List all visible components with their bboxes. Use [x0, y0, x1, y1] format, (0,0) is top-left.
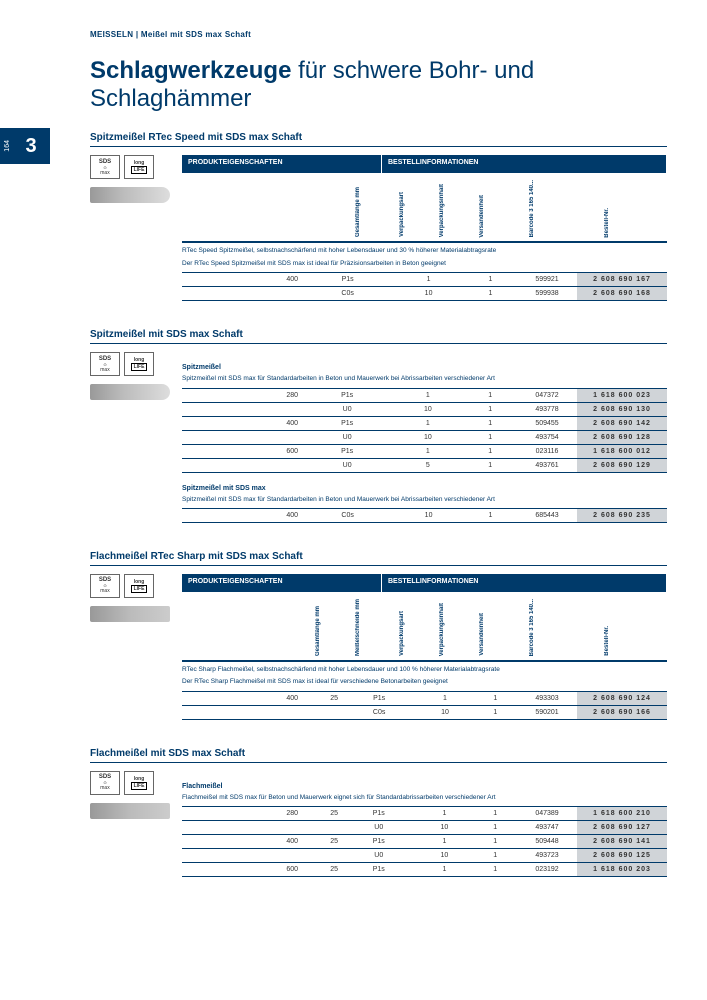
table-header: PRODUKTEIGENSCHAFTENBESTELLINFORMATIONEN — [182, 155, 667, 173]
badges: SDS⊙max longLIFE — [90, 574, 170, 598]
table-header: PRODUKTEIGENSCHAFTENBESTELLINFORMATIONEN — [182, 574, 667, 592]
order-table: 40025 P1s11493303 2 608 690 124 C0s10159… — [182, 691, 667, 720]
sds-badge: SDS⊙max — [90, 771, 120, 795]
product-description: Flachmeißel mit SDS max für Beton und Ma… — [182, 794, 667, 802]
table-row: U051493761 2 608 690 129 — [182, 458, 667, 472]
table-row: 400 C0s101685443 2 608 690 235 — [182, 508, 667, 522]
sds-badge: SDS⊙max — [90, 155, 120, 179]
badges: SDS⊙max longLIFE — [90, 771, 170, 795]
badges: SDS⊙max longLIFE — [90, 352, 170, 376]
order-table: 280 P1s11047372 1 618 600 023 U010149377… — [182, 388, 667, 473]
table-row: C0s101599938 2 608 690 168 — [182, 287, 667, 301]
section-title: Flachmeißel RTec Sharp mit SDS max Schaf… — [90, 551, 667, 566]
product-section: Spitzmeißel RTec Speed mit SDS max Schaf… — [90, 132, 667, 301]
tool-image — [90, 384, 170, 400]
table-row: 40025 P1s11493303 2 608 690 124 — [182, 691, 667, 705]
order-table: 400 P1s11599921 2 608 690 167 C0s1015999… — [182, 272, 667, 301]
product-description: RTec Speed Spitzmeißel, selbstnachschärf… — [182, 247, 667, 255]
table-row: 40025 P1s11509448 2 608 690 141 — [182, 835, 667, 849]
tool-image — [90, 606, 170, 622]
product-description: Der RTec Speed Spitzmeißel mit SDS max i… — [182, 260, 667, 268]
product-description: Spitzmeißel mit SDS max für Standardarbe… — [182, 375, 667, 383]
product-description: Der RTec Sharp Flachmeißel mit SDS max i… — [182, 678, 667, 686]
table-row: 28025 P1s11047389 1 618 600 210 — [182, 807, 667, 821]
order-table: 400 C0s101685443 2 608 690 235 — [182, 508, 667, 523]
product-visual: SDS⊙max longLIFE — [90, 155, 170, 301]
longlife-badge: longLIFE — [124, 352, 154, 376]
sub-heading: Flachmeißel — [182, 783, 667, 790]
product-visual: SDS⊙max longLIFE — [90, 574, 170, 720]
product-section: Spitzmeißel mit SDS max Schaft SDS⊙max l… — [90, 329, 667, 523]
product-section: Flachmeißel RTec Sharp mit SDS max Schaf… — [90, 551, 667, 720]
table-row: C0s101590201 2 608 690 166 — [182, 705, 667, 719]
page-title: Schlagwerkzeuge für schwere Bohr- und Sc… — [90, 57, 667, 112]
table-row: U0101493754 2 608 690 128 — [182, 430, 667, 444]
product-visual: SDS⊙max longLIFE — [90, 771, 170, 877]
column-labels: Gesamtlänge mm Verpackungsart Verpackung… — [182, 173, 667, 243]
product-description: Spitzmeißel mit SDS max für Standardarbe… — [182, 496, 667, 504]
badges: SDS⊙max longLIFE — [90, 155, 170, 179]
sub-heading: Spitzmeißel mit SDS max — [182, 485, 667, 492]
table-row: 400 P1s11599921 2 608 690 167 — [182, 273, 667, 287]
section-title: Spitzmeißel mit SDS max Schaft — [90, 329, 667, 344]
longlife-badge: longLIFE — [124, 771, 154, 795]
tool-image — [90, 803, 170, 819]
chapter-number: 3 — [25, 135, 36, 158]
breadcrumb: MEISSELN | Meißel mit SDS max Schaft — [90, 30, 667, 39]
table-row: U0101493778 2 608 690 130 — [182, 402, 667, 416]
catalog-page: MEISSELN | Meißel mit SDS max Schaft Sch… — [0, 0, 707, 935]
sds-badge: SDS⊙max — [90, 574, 120, 598]
table-row: 280 P1s11047372 1 618 600 023 — [182, 388, 667, 402]
side-tab: 164 3 — [0, 128, 50, 164]
table-row: 400 P1s11509455 2 608 690 142 — [182, 416, 667, 430]
table-row: U0101493747 2 608 690 127 — [182, 821, 667, 835]
tool-image — [90, 187, 170, 203]
column-labels: Meißelschneide mmGesamtlänge mm Verpacku… — [182, 592, 667, 662]
product-visual: SDS⊙max longLIFE — [90, 352, 170, 523]
product-description: RTec Sharp Flachmeißel, selbstnachschärf… — [182, 666, 667, 674]
section-title: Flachmeißel mit SDS max Schaft — [90, 748, 667, 763]
page-number: 164 — [4, 140, 11, 152]
sds-badge: SDS⊙max — [90, 352, 120, 376]
product-section: Flachmeißel mit SDS max Schaft SDS⊙max l… — [90, 748, 667, 877]
table-row: 60025 P1s11023192 1 618 600 203 — [182, 863, 667, 877]
sub-heading: Spitzmeißel — [182, 364, 667, 371]
order-table: 28025 P1s11047389 1 618 600 210 U0101493… — [182, 806, 667, 877]
longlife-badge: longLIFE — [124, 574, 154, 598]
section-title: Spitzmeißel RTec Speed mit SDS max Schaf… — [90, 132, 667, 147]
table-row: U0101493723 2 608 690 125 — [182, 849, 667, 863]
longlife-badge: longLIFE — [124, 155, 154, 179]
table-row: 600 P1s11023116 1 618 600 012 — [182, 444, 667, 458]
